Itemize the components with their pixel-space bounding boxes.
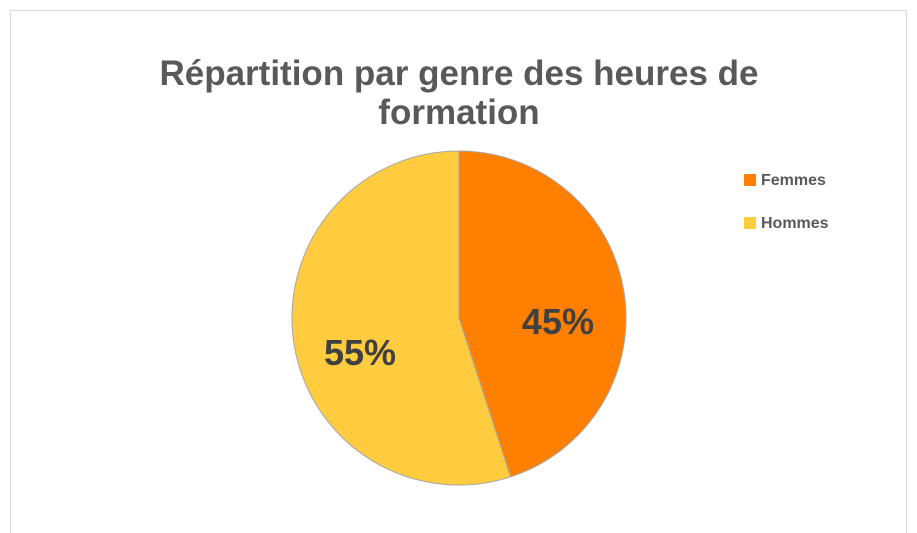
pie-slice (458, 150, 627, 478)
legend-label: Femmes (761, 172, 826, 189)
legend-swatch (744, 217, 756, 229)
pie-slice (291, 150, 512, 486)
data-label: 55% (324, 332, 396, 373)
legend-swatch (744, 174, 756, 186)
legend-label: Hommes (761, 215, 829, 232)
chart-border (10, 10, 907, 533)
chart-title: Répartition par genre des heures de form… (159, 54, 759, 132)
data-label: 45% (522, 301, 594, 342)
